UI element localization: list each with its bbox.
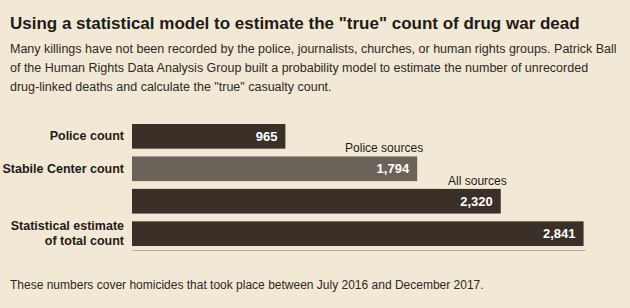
- bar: [132, 221, 584, 246]
- y-axis: Police count Stabile Center count Statisti…: [2, 129, 132, 248]
- data-label: 2,841: [543, 226, 576, 241]
- bar: [132, 189, 501, 214]
- y-tick-label: Stabile Center count: [2, 162, 124, 176]
- x-axis: [133, 250, 586, 251]
- subtitle: Many killings have not been recorded by …: [10, 42, 617, 94]
- title: Using a statistical model to estimate th…: [10, 14, 580, 33]
- subtitle-line: Many killings have not been recorded by …: [10, 42, 617, 56]
- y-tick: Statistical estimateof total count: [11, 219, 132, 248]
- data-label: 965: [256, 129, 278, 144]
- bars: [132, 124, 584, 246]
- y-tick: Police count: [50, 129, 132, 143]
- background: [0, 0, 630, 308]
- subtitle-line: of the Human Rights Data Analysis Group …: [10, 61, 588, 75]
- x-axis-line: [133, 250, 586, 251]
- data-labels: 965 1,794 2,320 2,841: [256, 129, 576, 241]
- annotation: Police sources: [345, 141, 423, 155]
- bar: [132, 156, 417, 181]
- bar: [132, 124, 285, 149]
- annotations: Police sources All sources: [345, 141, 507, 187]
- annotation: All sources: [448, 174, 507, 188]
- y-tick: Stabile Center count: [2, 162, 132, 176]
- y-tick-label-line: of total count: [45, 234, 125, 248]
- y-tick-label: Police count: [50, 129, 125, 143]
- data-label: 2,320: [460, 194, 493, 209]
- y-tick-label-line: Statistical estimate: [11, 219, 124, 233]
- y-tick-label: Statistical estimateof total count: [11, 219, 125, 248]
- chart-svg: Using a statistical model to estimate th…: [0, 0, 630, 308]
- subtitle-line: drug-linked deaths and calculate the "tr…: [10, 80, 332, 94]
- footnote: These numbers cover homicides that took …: [10, 278, 484, 292]
- data-label: 1,794: [377, 161, 410, 176]
- chart-container: Using a statistical model to estimate th…: [0, 0, 630, 308]
